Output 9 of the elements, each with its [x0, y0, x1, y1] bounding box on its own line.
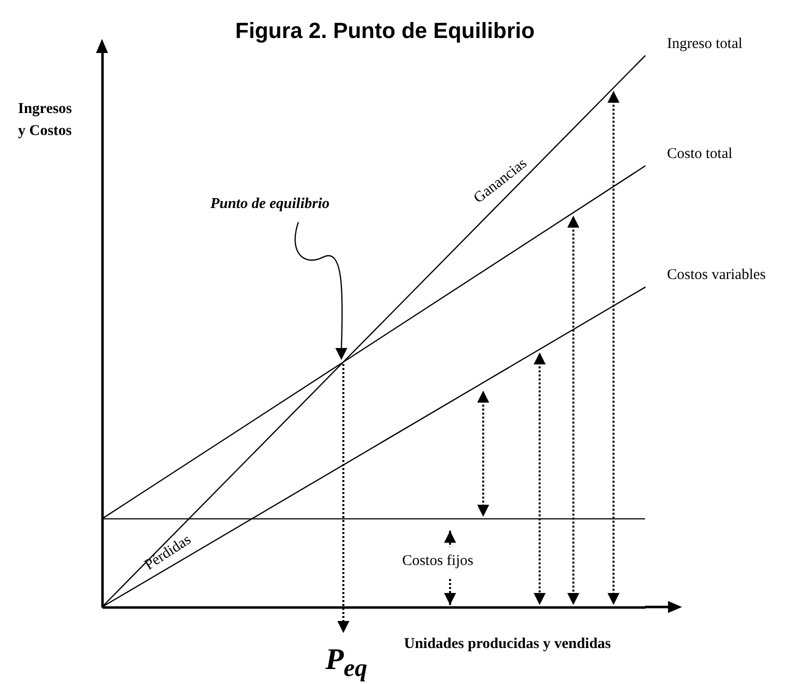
annotation: Costos fijos [402, 553, 474, 570]
chart-title: Figura 2. Punto de Equilibrio [235, 18, 535, 43]
annotation: Punto de equilibrio [210, 196, 330, 214]
series-label: Ingreso total [667, 36, 742, 53]
y-axis-title: Ingresos y Costos [18, 100, 73, 141]
x-axis-title: Unidades producidas y vendidas [404, 636, 611, 653]
series-label: Costo total [667, 146, 732, 164]
series-label: Costos variables [667, 267, 766, 284]
text: P$_{eq}$ [325, 643, 368, 683]
